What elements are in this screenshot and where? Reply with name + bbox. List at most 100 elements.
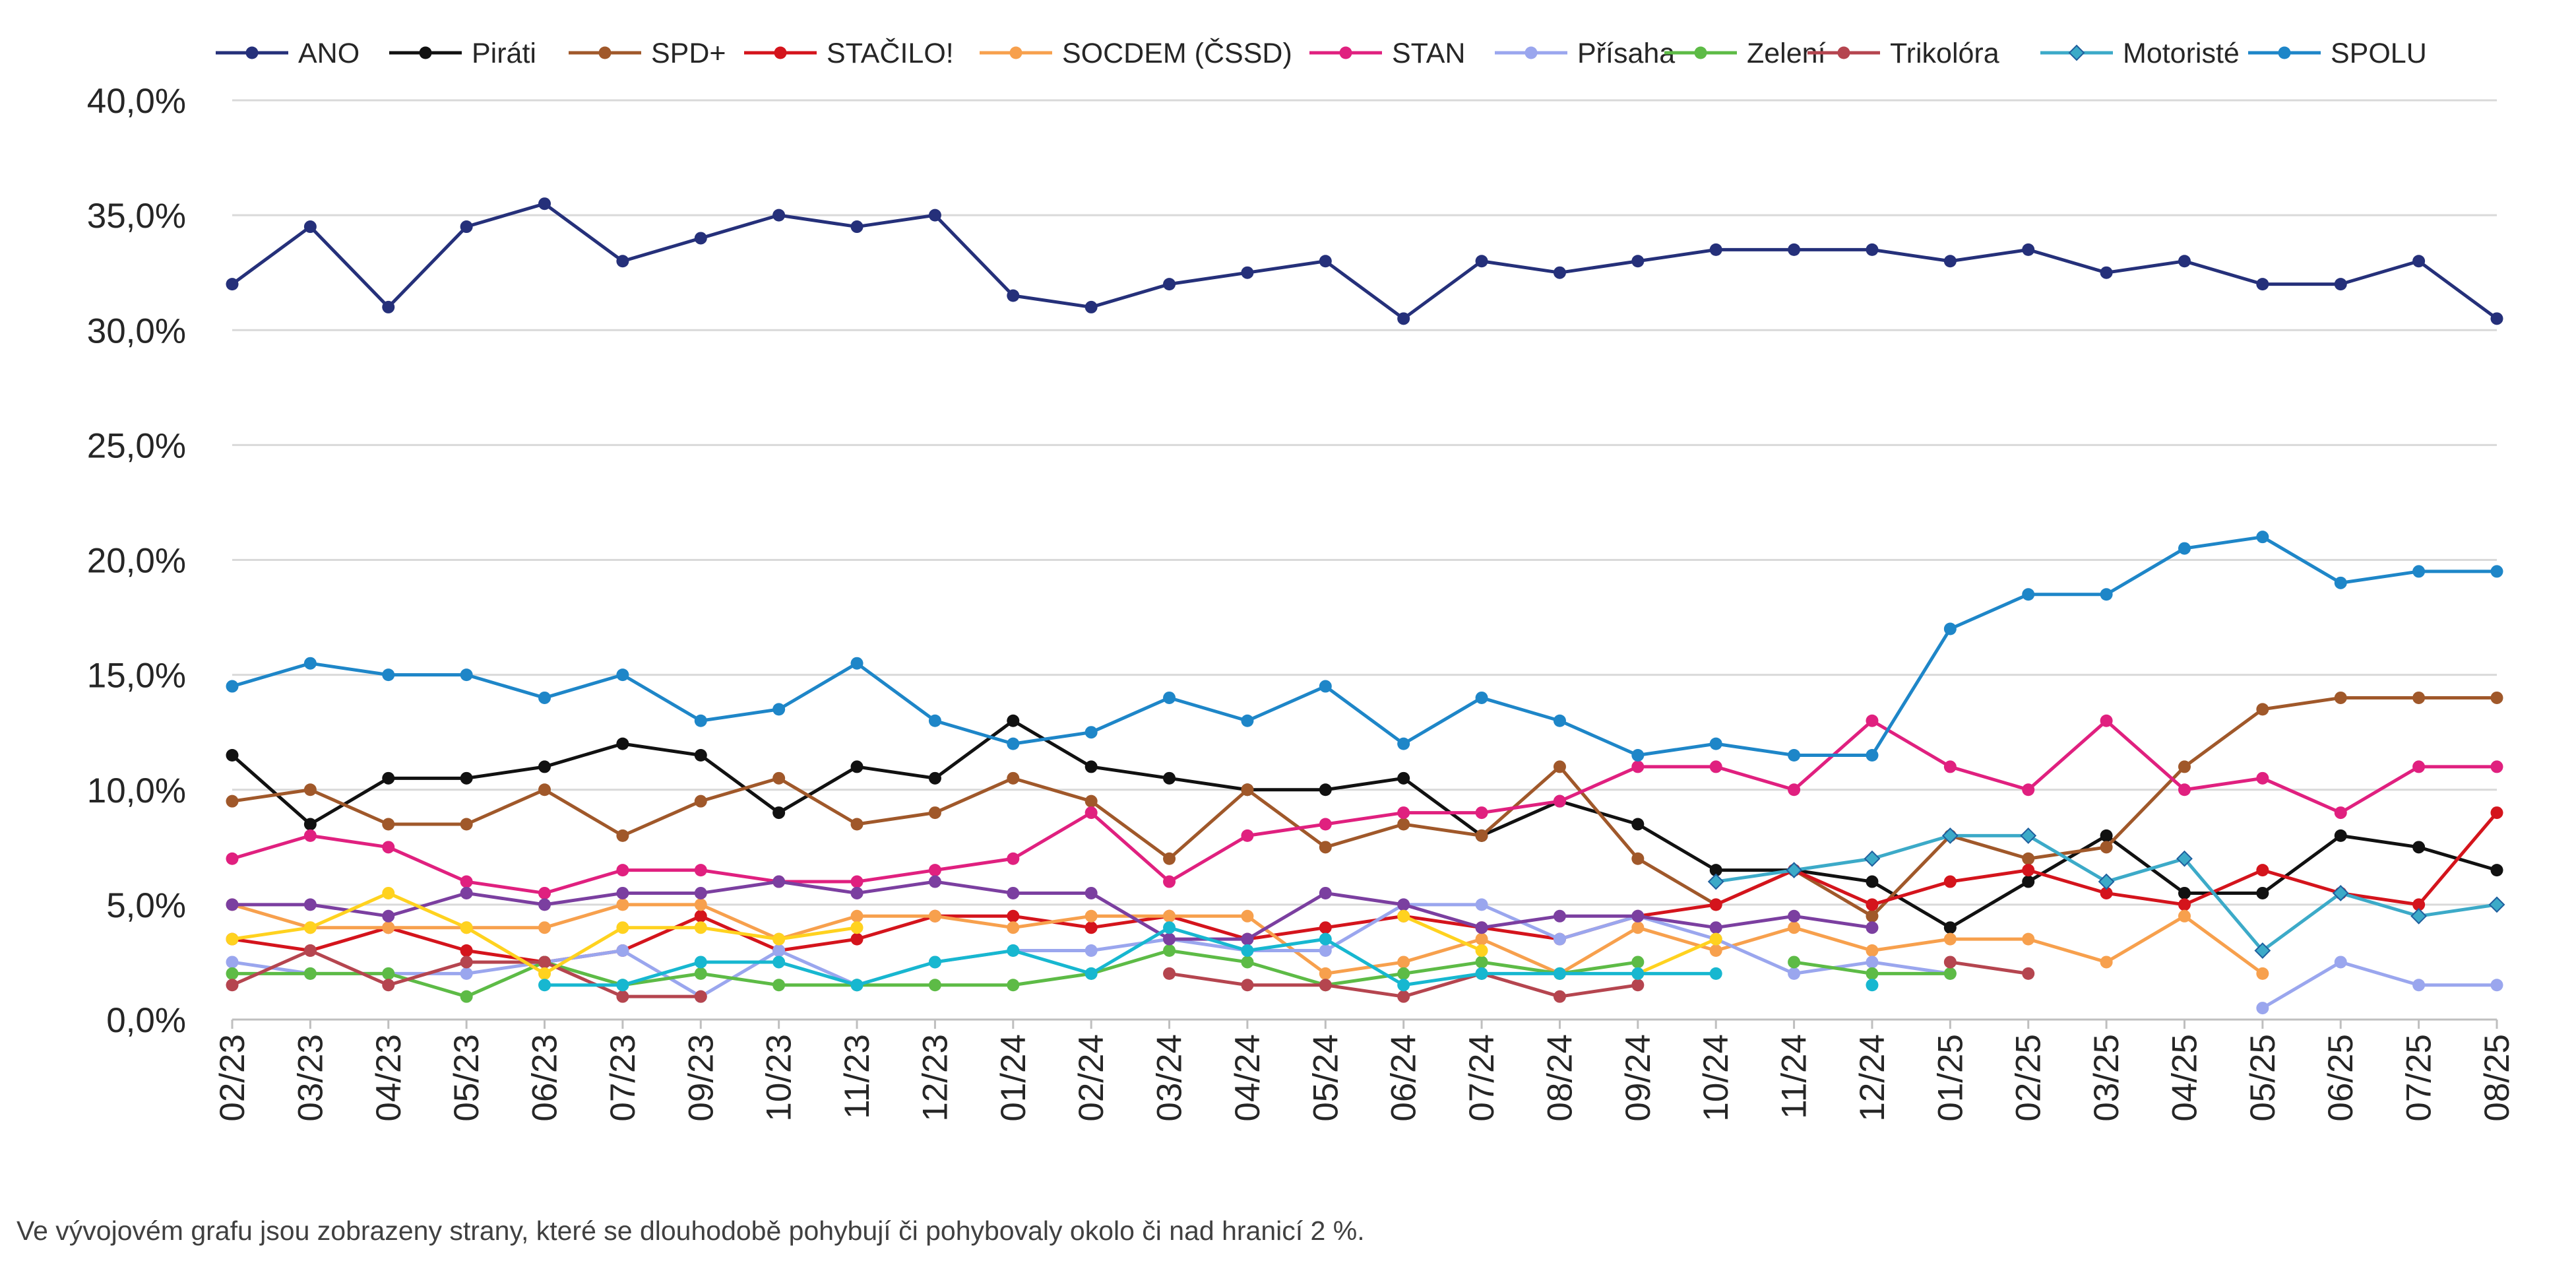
data-point: [1943, 760, 1957, 773]
data-point: [2334, 829, 2347, 842]
legend-label: Piráti: [472, 38, 536, 69]
data-point: [1788, 921, 1801, 934]
data-point: [1084, 944, 1098, 958]
data-point: [850, 921, 864, 934]
data-point: [772, 956, 786, 969]
data-point: [1163, 967, 1176, 980]
data-point: [2022, 875, 2035, 888]
data-point: [2412, 841, 2426, 854]
data-point: [382, 771, 395, 785]
data-point: [1553, 990, 1566, 1003]
legend-label: Přísaha: [1577, 38, 1675, 69]
data-point: [538, 760, 551, 773]
series-line: [544, 926, 1716, 987]
data-point: [694, 749, 707, 762]
data-point: [928, 979, 941, 992]
data-point: [1397, 956, 1410, 969]
data-point: [226, 932, 239, 946]
data-point: [2020, 827, 2037, 844]
data-point: [303, 921, 317, 934]
data-point: [1866, 944, 1879, 958]
data-point: [1709, 921, 1722, 934]
data-point: [2412, 565, 2426, 578]
data-point: [1163, 932, 1176, 946]
data-point: [1631, 909, 1645, 923]
data-point: [2334, 806, 2347, 820]
data-point: [460, 668, 473, 682]
data-point: [1553, 795, 1566, 808]
data-point: [1866, 909, 1879, 923]
data-point: [2100, 956, 2113, 969]
data-point: [226, 278, 239, 291]
data-point: [1007, 944, 1020, 958]
data-point: [1163, 691, 1176, 704]
data-point: [1709, 944, 1722, 958]
x-tick-label: 06/25: [2321, 1034, 2360, 1122]
data-point: [1475, 255, 1488, 268]
legend-label: ANO: [298, 38, 360, 69]
x-tick-label: 12/23: [916, 1034, 955, 1122]
data-point: [1631, 979, 1645, 992]
data-point: [538, 197, 551, 211]
data-point: [694, 921, 707, 934]
data-point: [1319, 967, 1332, 980]
data-point: [538, 956, 551, 969]
data-point: [1241, 783, 1254, 796]
data-point: [1788, 783, 1801, 796]
data-point: [1397, 806, 1410, 820]
data-point: [928, 909, 941, 923]
data-point: [1241, 932, 1254, 946]
data-point: [850, 979, 864, 992]
data-point: [2178, 760, 2191, 773]
data-point: [2334, 278, 2347, 291]
legend-marker: [2278, 46, 2291, 59]
data-point: [538, 691, 551, 704]
data-point: [2022, 967, 2035, 980]
data-point: [382, 668, 395, 682]
data-point: [460, 771, 473, 785]
data-point: [928, 864, 941, 877]
data-point: [1084, 726, 1098, 739]
data-point: [1553, 266, 1566, 279]
data-point: [1319, 841, 1332, 854]
series-line: [232, 719, 2497, 895]
legend-label: SPD+: [651, 38, 726, 69]
data-point: [1084, 760, 1098, 773]
data-point: [772, 875, 786, 888]
data-point: [382, 909, 395, 923]
data-point: [382, 967, 395, 980]
data-point: [2022, 932, 2035, 946]
data-point: [1709, 864, 1722, 877]
legend-label: SPOLU: [2331, 38, 2427, 69]
data-point: [928, 771, 941, 785]
data-point: [772, 979, 786, 992]
series-ano: [226, 197, 2503, 325]
data-point: [2490, 806, 2503, 820]
x-tick-label: 01/25: [1931, 1034, 1970, 1122]
data-point: [460, 875, 473, 888]
data-point: [1631, 852, 1645, 865]
data-point: [1007, 886, 1020, 899]
data-point: [1475, 932, 1488, 946]
data-point: [1163, 875, 1176, 888]
data-point: [850, 818, 864, 831]
data-point: [1241, 944, 1254, 958]
data-point: [1943, 932, 1957, 946]
data-point: [694, 714, 707, 727]
legend-marker: [1837, 46, 1850, 59]
x-tick-label: 03/25: [2087, 1034, 2126, 1122]
y-tick-label: 30,0%: [87, 311, 186, 350]
x-tick-label: 02/25: [2009, 1034, 2048, 1122]
data-point: [1631, 956, 1645, 969]
data-point: [1631, 255, 1645, 268]
data-point: [928, 956, 941, 969]
data-point: [2022, 243, 2035, 256]
x-tick-label: 11/24: [1775, 1034, 1814, 1119]
data-point: [1163, 771, 1176, 785]
x-tick-label: 07/23: [604, 1034, 643, 1122]
x-tick-label: 09/24: [1619, 1034, 1658, 1122]
data-point: [1397, 967, 1410, 980]
data-point: [382, 921, 395, 934]
data-point: [1943, 875, 1957, 888]
data-point: [694, 232, 707, 245]
